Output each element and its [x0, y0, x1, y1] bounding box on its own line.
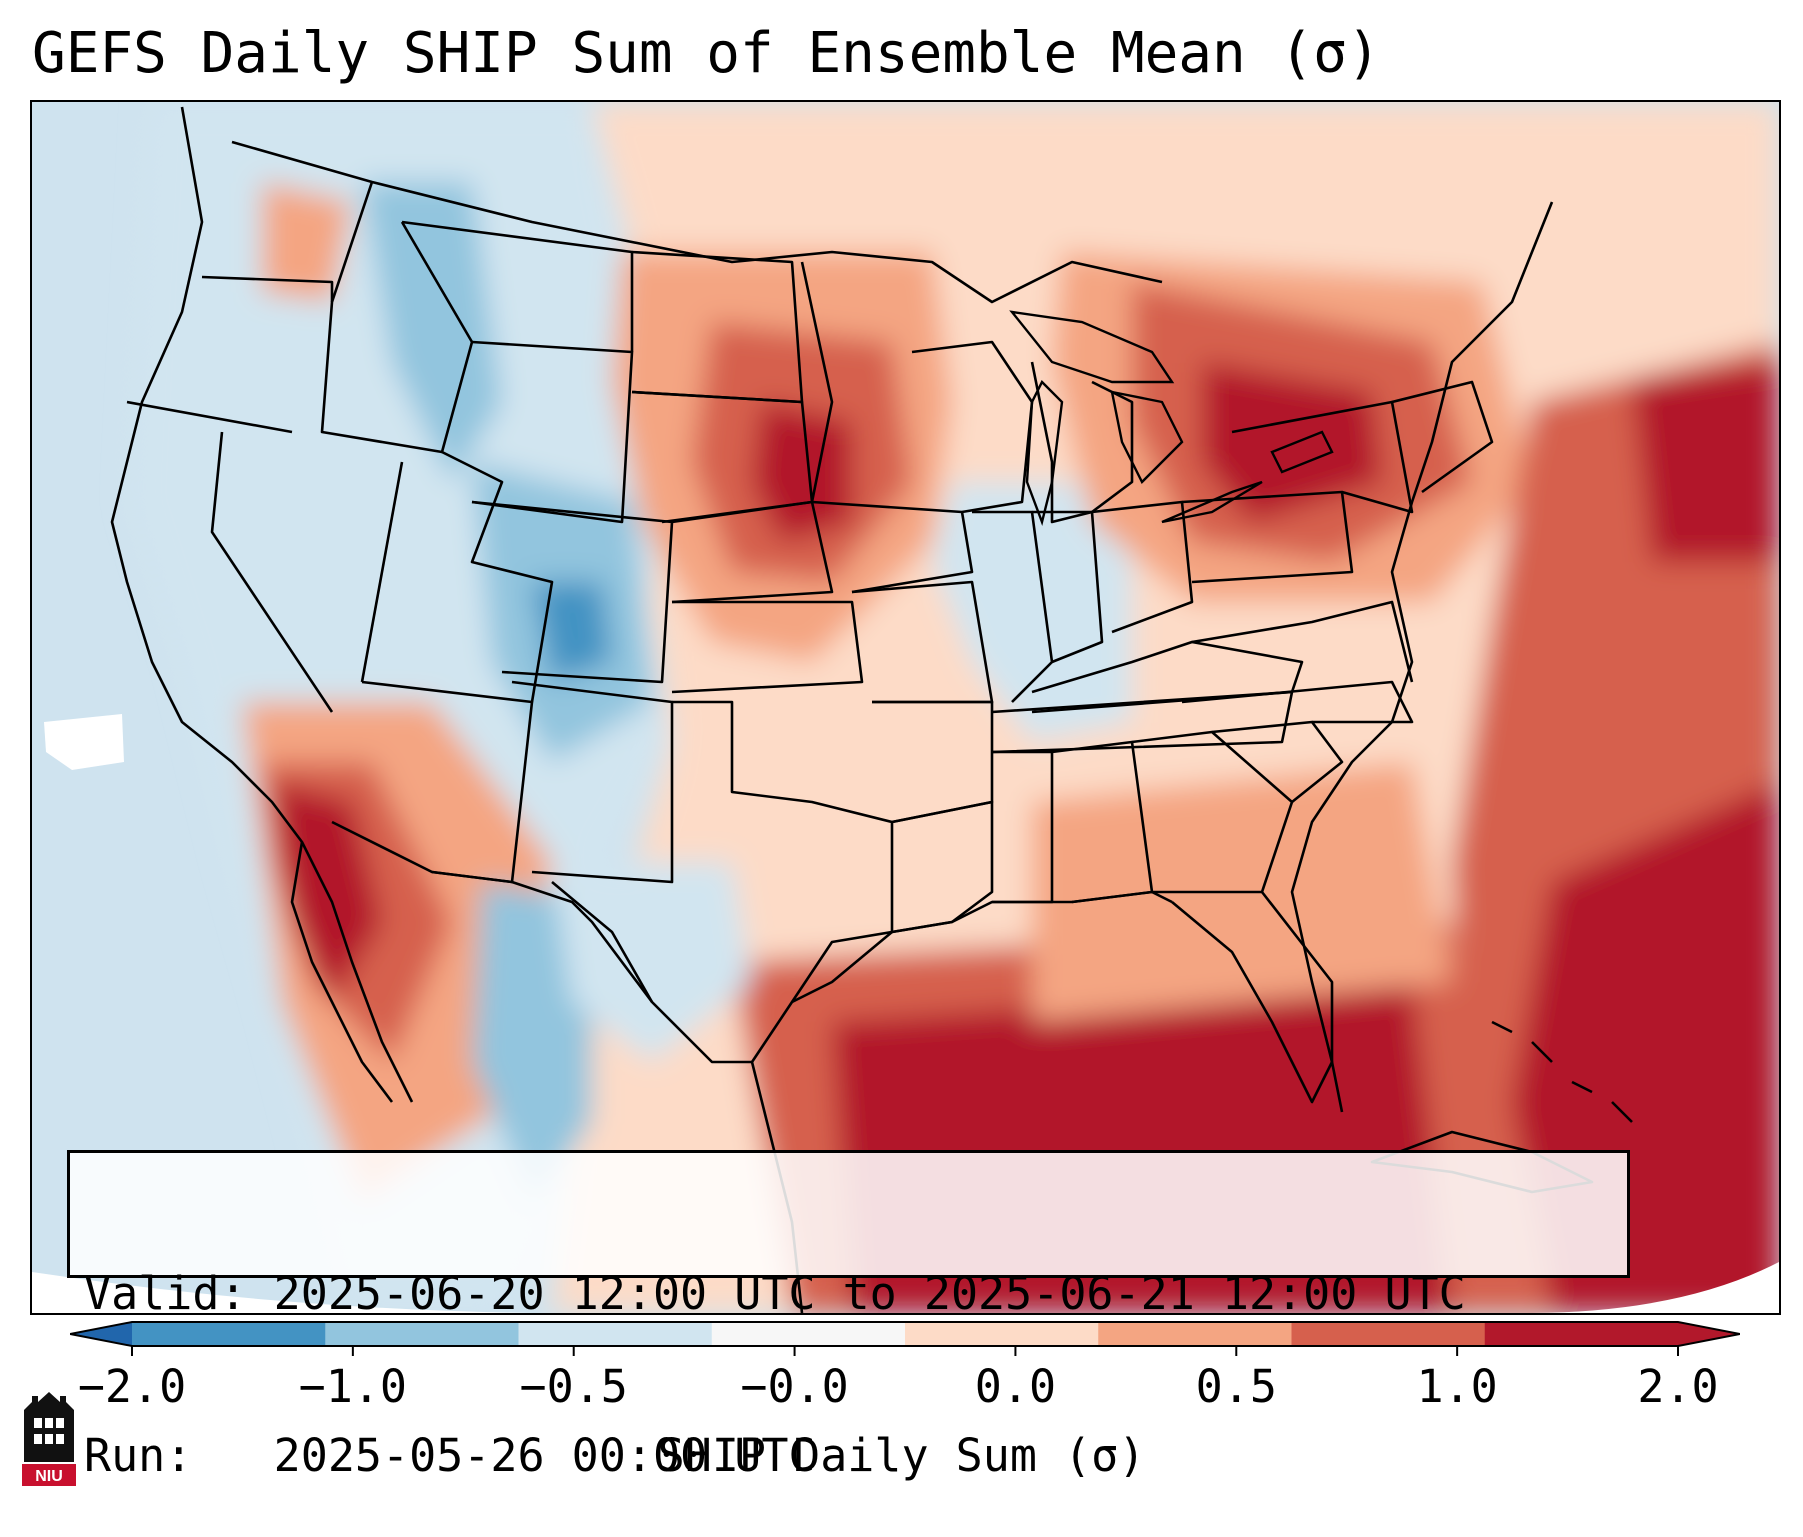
colorbar-over-arrow	[1678, 1322, 1740, 1346]
map-title: GEFS Daily SHIP Sum of Ensemble Mean (σ)	[32, 21, 1381, 86]
oh-border	[1091, 500, 1194, 634]
colorbar-bin	[1291, 1322, 1486, 1346]
run-label: Run:	[84, 1429, 193, 1482]
colorbar-tick-label: 2.0	[1637, 1360, 1719, 1413]
bahamas-islands	[1491, 1020, 1633, 1123]
nv-ut-border	[360, 461, 404, 683]
valid-row: Valid: 2025-06-20 12:00 UTC to 2025-06-2…	[84, 1267, 1613, 1321]
tn-border	[991, 690, 1294, 754]
colorbar-bin	[711, 1322, 906, 1346]
niu-logo-banner	[22, 1464, 76, 1486]
niu-logo-text: NIU	[35, 1468, 63, 1485]
colorbar-under-arrow	[70, 1322, 132, 1346]
lake-superior	[1009, 310, 1175, 384]
validity-info-box: Valid: 2025-06-20 12:00 UTC to 2025-06-2…	[67, 1150, 1630, 1482]
colorbar-label: SHIP Daily Sum (σ)	[657, 1429, 1146, 1482]
niu-logo-graphic: NIU	[22, 1392, 76, 1486]
window-grid-icon	[34, 1418, 64, 1444]
ut-border	[441, 450, 554, 703]
map-canvas	[32, 102, 1779, 1313]
colorbar-tick-label: −1.0	[298, 1360, 408, 1413]
or-ca-border	[126, 400, 293, 434]
colorbar-tick-label: 0.0	[974, 1360, 1057, 1413]
ne-ks-border	[671, 500, 834, 604]
anomaly-field	[132, 102, 1779, 1313]
ne-states-border	[1391, 380, 1494, 494]
east-coastline	[1290, 201, 1554, 1113]
gulf-coastline	[790, 890, 1173, 1003]
missing-data-patch	[44, 714, 124, 770]
colorbar-bin	[905, 1322, 1099, 1346]
ca-nv-border	[210, 431, 334, 713]
field-texas-west-neg	[552, 862, 752, 1062]
baja-coast	[290, 841, 394, 1103]
colorbar	[69, 1318, 1741, 1358]
colorbar-bin	[132, 1322, 326, 1346]
field-colorado-max	[532, 582, 612, 682]
field-greatlakes-max	[1202, 362, 1382, 522]
colorbar-tick-label: 0.5	[1195, 1360, 1277, 1413]
valid-label: Valid:	[84, 1267, 247, 1320]
id-border	[320, 181, 474, 454]
lake-michigan	[1025, 379, 1064, 527]
colorbar-tick-label: 1.0	[1416, 1360, 1498, 1413]
sc-border	[1211, 720, 1344, 804]
colorbar-tick-label: −2.0	[77, 1360, 187, 1413]
mexico-border	[431, 870, 654, 1003]
va-border	[1191, 600, 1414, 683]
michigan-outline	[1030, 361, 1134, 524]
canada-border	[231, 140, 1163, 304]
great-lakes	[1009, 310, 1334, 527]
nm-border	[511, 680, 674, 884]
field-mexico-neg	[472, 882, 592, 1202]
field-pnw-pos	[262, 182, 352, 302]
projection-edge-left	[32, 1272, 632, 1313]
colorbar-tick-label: −0.0	[740, 1360, 849, 1413]
lake-erie	[1161, 480, 1263, 524]
lake-huron	[1110, 390, 1184, 485]
run-value: 2025-05-26 00:00 UTC	[273, 1429, 816, 1482]
ny-border	[1231, 400, 1414, 514]
field-northeast-max	[1632, 362, 1779, 562]
ks-ok-border	[671, 600, 864, 694]
lake-ontario	[1270, 430, 1334, 474]
colorbar-bin	[1484, 1322, 1679, 1346]
pa-border	[1181, 490, 1354, 584]
colorbar-bin	[518, 1322, 713, 1346]
valid-value: 2025-06-20 12:00 UTC to 2025-06-21 12:00…	[273, 1267, 1466, 1320]
nc-border	[1181, 680, 1414, 724]
mn-border	[800, 261, 834, 503]
colorbar-graphic	[69, 1321, 1741, 1356]
in-border	[1032, 510, 1104, 664]
colorbar-bin	[325, 1322, 519, 1346]
colorbar-tick-label: −0.5	[519, 1360, 628, 1413]
niu-logo: NIU	[20, 1392, 78, 1488]
colorbar-bin	[1098, 1322, 1292, 1346]
ia-border	[811, 500, 974, 594]
map-panel	[30, 100, 1781, 1315]
projection-edge-right	[1532, 1262, 1779, 1313]
il-border	[972, 510, 1054, 703]
wa-or-border	[201, 275, 334, 302]
florida-outline	[1171, 891, 1334, 1104]
field-rockies-neg	[362, 182, 502, 482]
co-border	[471, 500, 674, 684]
run-row: Run: 2025-05-26 00:00 UTC	[84, 1429, 1613, 1483]
wy-border	[471, 340, 634, 524]
west-coastline	[110, 106, 414, 1103]
